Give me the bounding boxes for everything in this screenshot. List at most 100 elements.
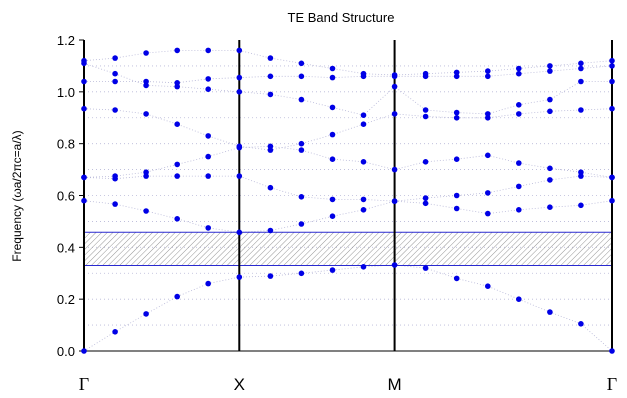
data-point [267, 273, 274, 279]
data-point [360, 112, 367, 118]
grid-layer [83, 50, 613, 352]
data-point [205, 280, 211, 287]
data-point [578, 65, 584, 72]
band-gap-region [84, 231, 612, 266]
data-point [112, 70, 118, 77]
data-point [578, 78, 584, 85]
data-point [422, 159, 429, 165]
data-point [578, 321, 584, 327]
data-point [609, 105, 615, 112]
data-point [547, 165, 553, 172]
data-point [112, 201, 118, 207]
y-tick-label: 0.0 [57, 344, 75, 359]
band-line [83, 50, 613, 76]
data-point [205, 86, 211, 92]
data-point [391, 72, 398, 78]
data-point [329, 196, 336, 203]
data-point [174, 161, 180, 168]
data-point [267, 55, 274, 61]
data-point [547, 108, 553, 115]
data-point [298, 73, 305, 80]
data-point [81, 197, 87, 204]
data-point-layer [81, 47, 615, 354]
data-point [174, 173, 180, 179]
data-point [578, 169, 584, 175]
data-point [174, 216, 180, 222]
x-tick-label: M [388, 375, 402, 394]
data-point [360, 264, 367, 270]
data-point [547, 96, 553, 103]
data-point [267, 147, 274, 153]
band-line [83, 175, 613, 202]
y-tick-label: 0.8 [57, 137, 75, 152]
data-point [485, 68, 491, 74]
data-point [174, 293, 180, 300]
data-point [516, 296, 522, 303]
data-point [391, 111, 398, 117]
data-point [516, 70, 522, 77]
x-tick-label: Γ [79, 374, 89, 394]
data-point [485, 152, 491, 159]
data-point [453, 115, 460, 121]
data-point [81, 174, 87, 181]
data-point [174, 47, 180, 54]
data-point [329, 156, 336, 162]
data-point [236, 74, 243, 81]
data-point [609, 197, 615, 204]
data-point [547, 68, 553, 74]
data-point [112, 329, 118, 335]
data-point [81, 348, 87, 354]
data-point [422, 113, 429, 120]
data-point [422, 200, 429, 207]
data-point [360, 121, 367, 127]
data-point [143, 111, 149, 117]
data-point [329, 74, 336, 81]
data-point [422, 70, 429, 77]
data-point [453, 73, 460, 80]
data-point [453, 69, 460, 76]
data-point [609, 57, 615, 64]
data-point [578, 60, 584, 67]
data-point [516, 65, 522, 72]
data-point [298, 60, 305, 67]
data-point [391, 166, 398, 173]
label-layer: 0.0 0.2 0.4 0.6 0.8 1.0 1.2 Γ X M Γ [57, 33, 617, 394]
band-line [83, 145, 613, 178]
data-point [143, 50, 149, 56]
data-point [609, 348, 615, 354]
band-line [83, 264, 613, 352]
data-point [485, 283, 491, 290]
chart-title: TE Band Structure [288, 10, 395, 25]
data-point [112, 55, 118, 61]
band-line [83, 200, 613, 233]
x-tick-label: X [234, 375, 245, 394]
data-point [609, 174, 615, 181]
data-point [516, 102, 522, 108]
data-point [143, 311, 149, 317]
data-point [236, 229, 243, 236]
data-point [267, 227, 274, 234]
data-point [547, 177, 553, 183]
data-point [422, 265, 429, 271]
y-tick-label: 0.2 [57, 292, 75, 307]
band-gap-hatch [84, 232, 612, 266]
data-point [205, 47, 211, 54]
band-line [84, 65, 613, 84]
data-point [516, 160, 522, 166]
data-point [391, 262, 398, 268]
data-point [609, 78, 615, 85]
data-point [485, 115, 491, 121]
data-point [236, 143, 243, 150]
data-point [174, 83, 180, 90]
data-point [578, 173, 584, 179]
data-point [485, 210, 491, 217]
data-point [143, 208, 149, 214]
y-tick-label: 1.0 [57, 85, 75, 100]
data-point [298, 221, 305, 227]
band-line [83, 62, 612, 116]
data-point [298, 194, 305, 200]
data-point [236, 274, 243, 280]
data-point [298, 96, 305, 103]
data-point [422, 107, 429, 113]
data-point [516, 207, 522, 213]
